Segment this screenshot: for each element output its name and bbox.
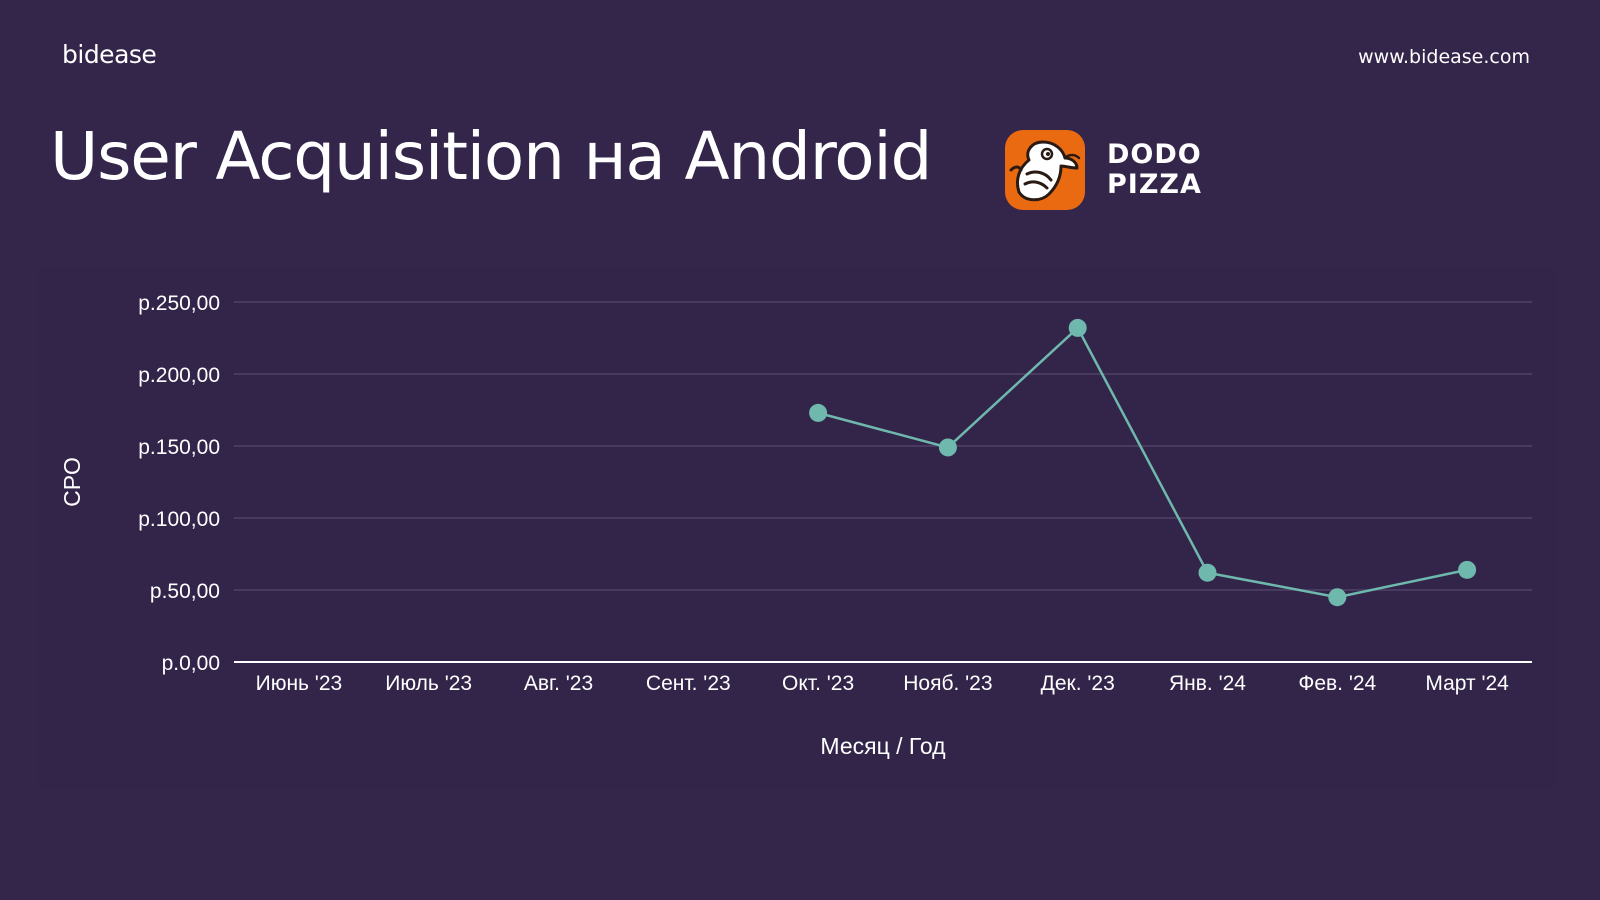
x-tick-label: Янв. '24 xyxy=(1169,672,1246,695)
data-point[interactable] xyxy=(1198,563,1217,582)
cpo-line-chart: р.0,00 р.50,00 р.100,00 р.150,00 р.200,00 р.2… xyxy=(59,292,1532,759)
y-tick-label: р.200,00 xyxy=(138,364,220,387)
series-line xyxy=(817,325,1468,599)
x-tick-label: Июнь '23 xyxy=(256,672,343,695)
brand-logo: bidease xyxy=(62,40,157,69)
data-point[interactable] xyxy=(1068,318,1087,337)
x-axis-ticks: Июнь '23 Июль '23 Авг. '23 Сент. '23 Окт. '2… xyxy=(256,672,1510,695)
gridlines xyxy=(234,301,1532,663)
y-tick-label: р.0,00 xyxy=(162,652,220,675)
page-title: User Acquisition на Android xyxy=(50,118,932,195)
data-point[interactable] xyxy=(1458,560,1477,579)
y-tick-label: р.50,00 xyxy=(150,580,220,603)
dodo-pizza-logo: DODO PIZZA xyxy=(1005,130,1202,210)
y-tick-label: р.150,00 xyxy=(138,436,220,459)
y-tick-label: р.100,00 xyxy=(138,508,220,531)
x-tick-label: Июль '23 xyxy=(385,672,472,695)
y-axis-ticks: р.0,00 р.50,00 р.100,00 р.150,00 р.200,00 р.2… xyxy=(138,292,220,675)
dodo-bird-icon xyxy=(1005,130,1085,210)
series-line-path xyxy=(817,325,1468,599)
site-url[interactable]: www.bidease.com xyxy=(1358,46,1530,68)
data-point[interactable] xyxy=(1328,588,1347,607)
logo-line-1: DODO xyxy=(1107,139,1202,170)
x-axis-title: Месяц / Год xyxy=(820,733,946,759)
series-points xyxy=(809,318,1477,607)
data-point[interactable] xyxy=(809,403,828,422)
x-tick-label: Март '24 xyxy=(1425,672,1509,695)
x-tick-label: Дек. '23 xyxy=(1041,672,1115,695)
y-tick-label: р.250,00 xyxy=(138,292,220,315)
x-tick-label: Окт. '23 xyxy=(782,672,854,695)
x-tick-label: Фев. '24 xyxy=(1298,672,1376,695)
y-axis-title: CPO xyxy=(59,457,85,507)
x-tick-label: Авг. '23 xyxy=(524,672,593,695)
chart-panel: р.0,00 р.50,00 р.100,00 р.150,00 р.200,00 р.2… xyxy=(38,268,1558,788)
logo-line-2: PIZZA xyxy=(1107,169,1202,200)
logo-wordmark: DODO PIZZA xyxy=(1107,140,1202,200)
data-point[interactable] xyxy=(938,438,957,457)
x-tick-label: Сент. '23 xyxy=(646,672,731,695)
x-tick-label: Нояб. '23 xyxy=(903,672,992,695)
